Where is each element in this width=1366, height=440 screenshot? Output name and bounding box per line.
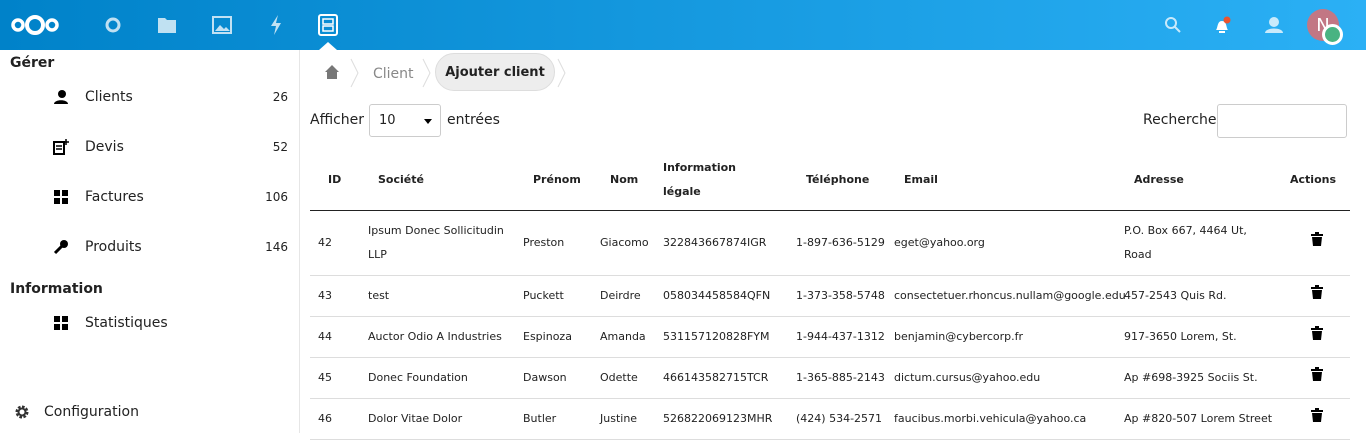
table-cell: Espinoza xyxy=(515,316,592,358)
trash-icon[interactable] xyxy=(1311,407,1323,422)
table-row: 43 test Puckett Deirdre 058034458584QFN 1-373… xyxy=(310,275,1350,317)
show-label: Afficher xyxy=(310,112,365,128)
add-client-button[interactable]: Ajouter client xyxy=(435,53,555,91)
table-cell: 322843667874IGR xyxy=(655,210,788,276)
section-manage: Gérer xyxy=(10,55,55,71)
section-information: Information xyxy=(10,281,103,297)
entries-label: entrées xyxy=(447,112,500,128)
actions-cell xyxy=(1276,210,1350,276)
sidebar-item-statistiques[interactable]: Statistiques xyxy=(0,305,300,341)
column-header[interactable]: Adresse xyxy=(1116,150,1276,211)
grid-icon xyxy=(54,190,68,204)
table-cell: Preston xyxy=(515,210,592,276)
users-icon xyxy=(54,90,68,104)
trash-icon[interactable] xyxy=(1311,325,1323,340)
column-header[interactable]: Actions xyxy=(1276,150,1350,211)
invoice-app-icon[interactable] xyxy=(316,13,340,37)
table-cell: 058034458584QFN xyxy=(655,275,788,317)
gear-icon xyxy=(15,405,29,419)
table-cell: Giacomo xyxy=(592,210,655,276)
table-cell: P.O. Box 667, 4464 Ut, Road xyxy=(1116,210,1276,276)
table-cell: 531157120828FYM xyxy=(655,316,788,358)
breadcrumb-separator xyxy=(350,58,359,88)
table-cell: 42 xyxy=(310,210,360,276)
dashboard-icon[interactable] xyxy=(101,13,125,37)
sidebar-item-clients[interactable]: Clients 26 xyxy=(0,79,300,115)
table-cell: 1-897-636-5129 xyxy=(788,210,886,276)
column-header[interactable]: Société xyxy=(360,150,515,211)
column-header[interactable]: Prénom xyxy=(515,150,592,211)
actions-cell xyxy=(1276,275,1350,317)
clients-table: ID Société Prénom Nom Information légale Télé… xyxy=(310,150,1350,440)
table-cell: Ap #698-3925 Sociis St. xyxy=(1116,357,1276,399)
table-cell: benjamin@cybercorp.fr xyxy=(886,316,1116,358)
table-cell: consectetuer.rhoncus.nullam@google.edu xyxy=(886,275,1126,317)
table-cell: 45 xyxy=(310,357,360,399)
page-size-select[interactable]: 10 xyxy=(369,104,441,137)
sidebar-item-factures[interactable]: Factures 106 xyxy=(0,179,300,215)
photos-icon[interactable] xyxy=(210,13,234,37)
search-icon[interactable] xyxy=(1161,13,1185,37)
active-app-indicator xyxy=(319,42,337,50)
table-cell: 917-3650 Lorem, St. xyxy=(1116,316,1276,358)
settings-button[interactable]: Configuration xyxy=(0,394,300,430)
table-cell: 43 xyxy=(310,275,360,317)
table-cell: Odette xyxy=(592,357,655,399)
sidebar-item-produits[interactable]: Produits 146 xyxy=(0,229,300,265)
search-label: Recherche xyxy=(1143,112,1217,128)
table-cell: eget@yahoo.org xyxy=(886,210,1116,276)
table-cell: 1-373-358-5748 xyxy=(788,275,886,317)
breadcrumb-separator xyxy=(557,58,566,88)
column-header[interactable]: ID xyxy=(310,150,360,211)
table-cell: Puckett xyxy=(515,275,592,317)
quote-icon xyxy=(53,139,69,155)
table-cell: 457-2543 Quis Rd. xyxy=(1116,275,1276,317)
wrench-icon xyxy=(53,240,68,255)
breadcrumb: Client Ajouter client xyxy=(300,50,600,94)
table-cell: dictum.cursus@yahoo.edu xyxy=(886,357,1116,399)
sidebar: Gérer Clients 26 Devis 52 Factures 106 Prod… xyxy=(0,50,300,433)
actions-cell xyxy=(1276,316,1350,358)
actions-cell xyxy=(1276,357,1350,399)
search-input[interactable] xyxy=(1217,104,1347,138)
status-online-icon xyxy=(1322,24,1343,45)
table-cell: Auctor Odio A Industries xyxy=(360,316,515,358)
notifications-icon[interactable] xyxy=(1210,13,1234,37)
nextcloud-logo[interactable] xyxy=(10,12,60,38)
sidebar-item-devis[interactable]: Devis 52 xyxy=(0,129,300,165)
column-header[interactable]: Nom xyxy=(592,150,655,211)
breadcrumb-client[interactable]: Client xyxy=(373,66,414,82)
table-cell: 1-944-437-1312 xyxy=(788,316,886,358)
trash-icon[interactable] xyxy=(1311,366,1323,381)
files-icon[interactable] xyxy=(155,13,179,37)
table-cell: Deirdre xyxy=(592,275,655,317)
table-cell: Donec Foundation xyxy=(360,357,515,399)
chevron-down-icon xyxy=(424,119,432,124)
table-row: 44 Auctor Odio A Industries Espinoza Amanda… xyxy=(310,316,1350,358)
table-cell: Ipsum Donec Sollicitudin LLP xyxy=(360,210,515,276)
table-cell: 44 xyxy=(310,316,360,358)
table-cell: Amanda xyxy=(592,316,655,358)
home-icon[interactable] xyxy=(324,64,340,80)
column-header[interactable]: Information légale xyxy=(655,150,788,211)
trash-icon[interactable] xyxy=(1311,284,1323,299)
table-cell: test xyxy=(360,275,515,317)
table-row: 45 Donec Foundation Dawson Odette 4661435827… xyxy=(310,357,1350,399)
column-header[interactable]: Téléphone xyxy=(788,150,886,211)
trash-icon[interactable] xyxy=(1311,231,1323,246)
contacts-icon[interactable] xyxy=(1261,13,1285,37)
grid-icon xyxy=(54,316,68,330)
table-cell: 1-365-885-2143 xyxy=(788,357,886,399)
top-bar: N xyxy=(0,0,1366,50)
table-row: 42 Ipsum Donec Sollicitudin LLP Preston Gia… xyxy=(310,210,1350,276)
table-cell: 466143582715TCR xyxy=(655,357,788,399)
breadcrumb-separator xyxy=(422,58,431,88)
table-cell: Dawson xyxy=(515,357,592,399)
column-header[interactable]: Email xyxy=(886,150,1116,211)
activity-icon[interactable] xyxy=(264,13,288,37)
